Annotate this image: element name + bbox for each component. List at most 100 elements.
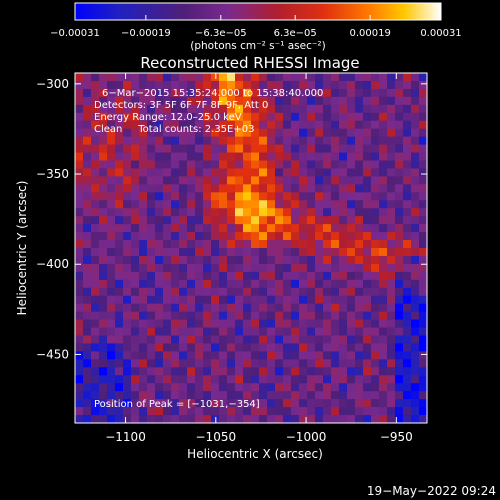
heatmap-cell (307, 129, 315, 137)
heatmap-cell (243, 288, 251, 296)
heatmap-cell (195, 168, 203, 176)
heatmap-cell (139, 328, 147, 336)
heatmap-cell (379, 73, 387, 81)
heatmap-cell (275, 375, 283, 383)
heatmap-cell (323, 407, 331, 415)
heatmap-cell (403, 383, 411, 391)
heatmap-cell (131, 240, 139, 248)
heatmap-cell (355, 113, 363, 121)
heatmap-cell (227, 216, 235, 224)
heatmap-cell (267, 200, 275, 208)
heatmap-cell (379, 192, 387, 200)
x-axis-label: Heliocentric X (arcsec) (187, 447, 323, 461)
heatmap-cell (355, 145, 363, 153)
heatmap-cell (299, 320, 307, 328)
heatmap-cell (219, 256, 227, 264)
heatmap-cell (339, 129, 347, 137)
heatmap-cell (163, 288, 171, 296)
heatmap-cell (131, 137, 139, 145)
heatmap-cell (323, 216, 331, 224)
heatmap-cell (291, 288, 299, 296)
heatmap-cell (155, 383, 163, 391)
heatmap-cell (379, 272, 387, 280)
heatmap-cell (171, 336, 179, 344)
heatmap-cell (315, 264, 323, 272)
heatmap-cell (115, 280, 123, 288)
heatmap-cell (323, 351, 331, 359)
heatmap-cell (347, 288, 355, 296)
heatmap-cell (171, 264, 179, 272)
heatmap-cell (395, 192, 403, 200)
heatmap-cell (107, 145, 115, 153)
heatmap-cell (107, 192, 115, 200)
heatmap-cell (315, 216, 323, 224)
heatmap-cell (251, 161, 259, 169)
heatmap-cell (171, 328, 179, 336)
heatmap-cell (411, 208, 419, 216)
heatmap-cell (403, 224, 411, 232)
heatmap-cell (363, 415, 371, 423)
heatmap-cell (251, 208, 259, 216)
heatmap-cell (163, 367, 171, 375)
heatmap-cell (91, 359, 99, 367)
heatmap-cell (267, 343, 275, 351)
heatmap-cell (171, 288, 179, 296)
heatmap-cell (363, 73, 371, 81)
heatmap-cell (131, 184, 139, 192)
heatmap-cell (147, 272, 155, 280)
heatmap-cell (251, 367, 259, 375)
heatmap-cell (275, 272, 283, 280)
heatmap-cell (251, 351, 259, 359)
heatmap-cell (355, 375, 363, 383)
heatmap-cell (419, 224, 427, 232)
heatmap-cell (219, 224, 227, 232)
heatmap-cell (307, 288, 315, 296)
x-tick-label: −950 (380, 430, 413, 444)
heatmap-cell (259, 129, 267, 137)
heatmap-cell (411, 113, 419, 121)
heatmap-cell (395, 208, 403, 216)
heatmap-cell (355, 137, 363, 145)
heatmap-cell (267, 192, 275, 200)
heatmap-cell (419, 336, 427, 344)
heatmap-cell (323, 113, 331, 121)
heatmap-cell (419, 121, 427, 129)
heatmap-cell (75, 328, 83, 336)
heatmap-cell (75, 359, 83, 367)
heatmap-cell (291, 336, 299, 344)
heatmap-cell (123, 73, 131, 81)
heatmap-cell (307, 200, 315, 208)
heatmap-cell (107, 168, 115, 176)
heatmap-cell (259, 367, 267, 375)
heatmap-cell (163, 73, 171, 81)
heatmap-cell (347, 264, 355, 272)
heatmap-cell (187, 328, 195, 336)
heatmap-cell (379, 200, 387, 208)
heatmap-cell (187, 161, 195, 169)
heatmap-cell (123, 367, 131, 375)
heatmap-cell (387, 89, 395, 97)
heatmap-cell (315, 296, 323, 304)
heatmap-cell (211, 208, 219, 216)
heatmap-cell (91, 264, 99, 272)
heatmap-cell (251, 176, 259, 184)
heatmap-cell (355, 288, 363, 296)
heatmap-cell (91, 367, 99, 375)
heatmap-cell (123, 161, 131, 169)
heatmap-cell (115, 343, 123, 351)
heatmap-cell (299, 296, 307, 304)
heatmap-cell (123, 153, 131, 161)
heatmap-cell (363, 280, 371, 288)
heatmap-cell (387, 153, 395, 161)
heatmap-cell (211, 73, 219, 81)
heatmap-cell (379, 367, 387, 375)
heatmap-cell (339, 312, 347, 320)
heatmap-cell (219, 145, 227, 153)
heatmap-cell (283, 375, 291, 383)
heatmap-cell (171, 296, 179, 304)
heatmap-cell (131, 153, 139, 161)
heatmap-cell (123, 280, 131, 288)
heatmap-cell (395, 232, 403, 240)
heatmap-cell (219, 153, 227, 161)
heatmap-cell (283, 129, 291, 137)
